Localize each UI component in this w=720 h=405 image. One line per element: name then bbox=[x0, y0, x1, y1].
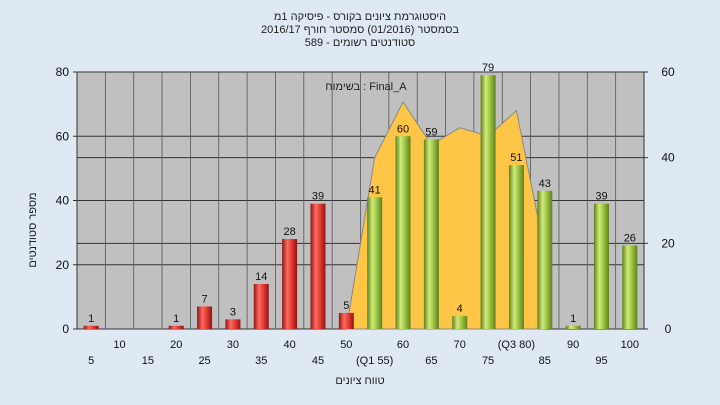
data-label-60: 60 bbox=[397, 123, 409, 135]
x-tick-label: 40 bbox=[284, 339, 296, 351]
x-tick-label: 95 bbox=[595, 355, 607, 367]
y2-tick-label: 20 bbox=[661, 236, 675, 250]
data-label-100: 26 bbox=[624, 232, 636, 244]
data-label-75: 79 bbox=[482, 62, 494, 74]
x-tick-label: 5 bbox=[88, 355, 94, 367]
legend-label: בשימוח : Final_A bbox=[325, 81, 407, 93]
bar-30 bbox=[225, 319, 241, 329]
data-label-50: 5 bbox=[343, 300, 349, 312]
x-tick-label: 60 bbox=[397, 339, 409, 351]
data-label-20: 1 bbox=[173, 313, 179, 325]
data-label-25: 7 bbox=[202, 294, 208, 306]
x-tick-label: 70 bbox=[454, 339, 466, 351]
bar-(Q1 55) bbox=[367, 197, 383, 329]
data-label-95: 39 bbox=[595, 191, 607, 203]
y-axis-label: מספר סטודנטים bbox=[27, 192, 39, 267]
x-tick-label: 65 bbox=[425, 355, 437, 367]
data-label-70: 4 bbox=[457, 303, 463, 315]
bar-50 bbox=[338, 312, 354, 329]
bar-25 bbox=[197, 306, 213, 329]
data-label-35: 14 bbox=[255, 271, 267, 283]
data-label-40: 28 bbox=[284, 226, 296, 238]
bar-90 bbox=[565, 325, 581, 329]
x-tick-label: 50 bbox=[340, 339, 352, 351]
data-label-85: 43 bbox=[539, 178, 551, 190]
x-tick-label: (Q3 80) bbox=[498, 339, 535, 351]
data-label-30: 3 bbox=[230, 306, 236, 318]
y2-tick-label: 40 bbox=[661, 151, 675, 165]
x-tick-label: 45 bbox=[312, 355, 324, 367]
y2-tick-label: 60 bbox=[661, 65, 675, 79]
data-label-45: 39 bbox=[312, 191, 324, 203]
bar-5 bbox=[83, 325, 99, 329]
bar-40 bbox=[282, 239, 298, 329]
x-tick-label: (Q1 55) bbox=[356, 355, 393, 367]
x-tick-label: 90 bbox=[567, 339, 579, 351]
x-tick-label: 75 bbox=[482, 355, 494, 367]
y-tick-label: 40 bbox=[56, 194, 70, 208]
data-label-(Q3 80): 51 bbox=[510, 152, 522, 164]
bar-65 bbox=[423, 139, 439, 329]
bar-85 bbox=[537, 190, 553, 329]
bar-20 bbox=[168, 325, 184, 329]
bar-75 bbox=[480, 75, 496, 330]
y-tick-label: 80 bbox=[56, 65, 70, 79]
bar-(Q3 80) bbox=[508, 165, 524, 329]
x-tick-label: 10 bbox=[113, 339, 125, 351]
x-tick-label: 100 bbox=[621, 339, 639, 351]
x-tick-label: 85 bbox=[539, 355, 551, 367]
y-tick-label: 0 bbox=[62, 322, 69, 336]
x-axis-label: טווח ציונים bbox=[335, 375, 384, 387]
y-tick-label: 20 bbox=[56, 258, 70, 272]
x-tick-label: 25 bbox=[198, 355, 210, 367]
bar-35 bbox=[253, 284, 269, 329]
bar-70 bbox=[452, 316, 468, 329]
y-tick-label: 60 bbox=[56, 129, 70, 143]
chart-title-line-3: סטודנטים רשומים - 589 bbox=[305, 37, 416, 49]
x-tick-label: 20 bbox=[170, 339, 182, 351]
x-tick-label: 15 bbox=[142, 355, 154, 367]
data-label-5: 1 bbox=[88, 313, 94, 325]
bar-45 bbox=[310, 203, 326, 329]
y2-tick-label: 0 bbox=[665, 322, 672, 336]
data-label-(Q1 55): 41 bbox=[369, 184, 381, 196]
x-tick-label: 30 bbox=[227, 339, 239, 351]
x-tick-label: 35 bbox=[255, 355, 267, 367]
data-label-65: 59 bbox=[425, 126, 437, 138]
chart-title-line-1: היסטוגרמת ציונים בקורס - פיסיקה 1מ bbox=[274, 11, 446, 23]
bar-60 bbox=[395, 136, 411, 329]
chart-title-line-2: בסמסטר (01/2016) סמסטר חורף 2016/17 bbox=[261, 24, 459, 36]
bar-100 bbox=[622, 245, 638, 329]
bar-95 bbox=[593, 203, 609, 329]
data-label-90: 1 bbox=[570, 313, 576, 325]
